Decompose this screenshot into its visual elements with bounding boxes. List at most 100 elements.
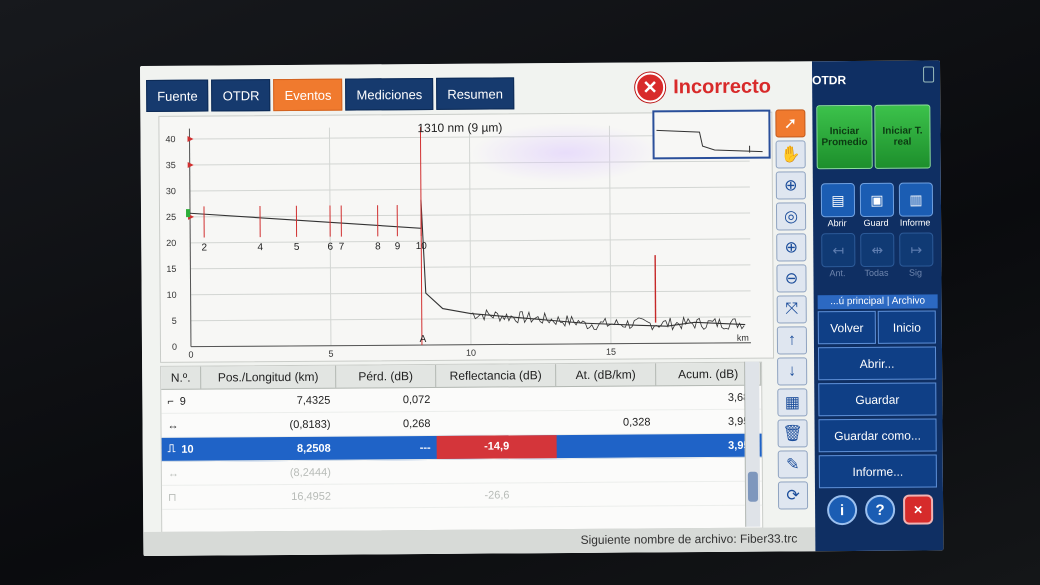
attenuation-cell [557, 446, 657, 447]
col-loss[interactable]: Pérd. (dB) [336, 364, 437, 388]
otdr-screen: Fuente OTDR Eventos Mediciones Resumen ✕… [140, 60, 944, 556]
origin-marker [186, 209, 191, 218]
y-tick-label: 10 [167, 290, 177, 300]
close-icon[interactable]: × [903, 494, 934, 525]
refresh-icon[interactable]: ⟳ [777, 481, 809, 510]
trace-noise [470, 308, 745, 331]
col-attenuation[interactable]: At. (dB/km) [556, 363, 657, 387]
zoom-fit-icon[interactable]: ⊕ [775, 171, 806, 200]
row-type-cell: ↔ [162, 467, 202, 479]
pencil-icon[interactable]: ✎ [777, 450, 808, 479]
table-body: ⌐ 9 7,4325 0,072 3,683 ↔ (0,8183) 0,268 0,328 3,9… [161, 385, 763, 510]
y-tick-label: 0 [172, 342, 177, 352]
x-axis [190, 342, 751, 348]
event-number: 10 [181, 443, 194, 456]
x-tick-label: 15 [606, 347, 616, 357]
tab-otdr[interactable]: OTDR [211, 79, 271, 112]
report-menu-button[interactable]: Informe... [818, 454, 937, 489]
col-position[interactable]: Pos./Longitud (km) [201, 365, 337, 389]
reflectance-cell: -26,6 [484, 488, 510, 502]
events-table: N.º. Pos./Longitud (km) Pérd. (dB) Refle… [160, 361, 764, 533]
start-realtime-button[interactable]: Iniciar T. real [874, 104, 931, 169]
tab-resumen[interactable]: Resumen [436, 77, 515, 110]
previous-icon[interactable]: ↤ [821, 233, 856, 268]
start-average-button[interactable]: Iniciar Promedio [816, 104, 873, 170]
attenuation-cell [557, 494, 657, 495]
event-label: 4 [257, 242, 263, 253]
tab-fuente[interactable]: Fuente [146, 79, 209, 112]
tab-mediciones[interactable]: Mediciones [345, 77, 434, 111]
folder-icon[interactable]: ▤ [820, 183, 856, 218]
y-grid-line [190, 238, 751, 244]
info-icon[interactable]: i [827, 495, 858, 526]
y-grid-line [190, 264, 751, 270]
y-grid-line [190, 316, 751, 322]
y-grid-line [190, 212, 751, 218]
x-grid-line [608, 125, 612, 344]
save-as-button[interactable]: Guardar como... [818, 418, 937, 453]
scroll-thumb[interactable] [747, 471, 759, 502]
row-type-cell: ↔ [161, 419, 201, 431]
y-tick-label: 20 [166, 238, 176, 248]
next-icon[interactable]: ↦ [899, 232, 934, 267]
menu-breadcrumb: ...ú principal | Archivo [817, 294, 938, 310]
zoom-event-icon[interactable]: ⤧ [776, 295, 807, 324]
loss-cell: 0,072 [402, 393, 431, 406]
move-down-icon[interactable]: ↓ [777, 357, 808, 386]
next-filename: Siguiente nombre de archivo: Fiber33.trc [580, 531, 798, 547]
home-button[interactable]: Inicio [877, 310, 936, 344]
position-cell: (0,8183) [289, 418, 331, 431]
help-icon[interactable]: ? [865, 494, 896, 525]
zoom-out-icon[interactable]: ⊖ [776, 264, 807, 293]
col-reflectance[interactable]: Reflectancia (dB) [436, 364, 557, 387]
fail-icon: ✕ [635, 72, 666, 103]
position-cell: 7,4325 [296, 394, 331, 407]
level-arrow-icon [187, 136, 194, 143]
all-icon[interactable]: ⇹ [860, 232, 895, 267]
x-tick-label: 10 [466, 348, 476, 358]
event-type-icon: ↔ [167, 419, 179, 432]
save-menu-button[interactable]: Guardar [818, 382, 937, 417]
save-icon[interactable]: ▣ [859, 182, 895, 217]
move-up-icon[interactable]: ↑ [776, 326, 808, 355]
y-tick-label: 40 [165, 134, 175, 144]
save-label: Guard [863, 217, 889, 228]
overview-thumbnail[interactable] [652, 109, 771, 160]
otdr-trace-plot[interactable]: 0 5 10 15 0 5 10 15 20 25 30 35 40 km 2 4 5 6 7 8 9 10 A 1310 n… [158, 111, 775, 363]
tab-eventos[interactable]: Eventos [273, 78, 343, 112]
event-edit-icon[interactable]: ▦ [777, 388, 808, 417]
col-num[interactable]: N.º. [161, 366, 202, 389]
back-button[interactable]: Volver [817, 310, 876, 345]
table-scrollbar[interactable] [744, 361, 761, 527]
y-axis [188, 128, 192, 347]
trace-line [189, 199, 746, 327]
loss-cell [337, 471, 437, 472]
y-tick-label: 30 [166, 186, 176, 196]
level-arrow-icon [187, 162, 194, 169]
zoom-in-icon[interactable]: ⊕ [776, 233, 807, 262]
cursor-a-line [419, 127, 423, 346]
report-icon[interactable]: ▥ [898, 182, 934, 217]
y-tick-label: 5 [172, 316, 177, 326]
report-label: Informe [899, 217, 931, 228]
position-cell: 8,2508 [296, 442, 331, 455]
x-unit-label: km [737, 333, 749, 343]
row-type-cell: ⌐ 9 [161, 395, 201, 407]
table-row[interactable]: ⊓ 16,4952 -26,6 [161, 481, 763, 510]
attenuation-cell [556, 398, 656, 399]
event-number: 9 [179, 395, 186, 408]
y-grid-line [190, 290, 751, 296]
open-menu-button[interactable]: Abrir... [817, 346, 937, 381]
pointer-tool-icon[interactable]: ➚ [775, 109, 806, 138]
all-label: Todas [864, 267, 889, 278]
event-type-icon: ⊓ [167, 491, 177, 504]
event-label: 5 [294, 242, 300, 253]
row-type-cell: ⊓ [162, 491, 202, 504]
y-grid-line [189, 186, 750, 192]
x-grid-line [328, 127, 332, 346]
status-bar: Siguiente nombre de archivo: Fiber33.trc [143, 527, 816, 556]
zoom-one-to-one-icon[interactable]: ◎ [775, 202, 807, 231]
delete-icon[interactable]: 🗑 [777, 419, 808, 448]
pan-hand-icon[interactable]: ✋ [775, 140, 806, 169]
